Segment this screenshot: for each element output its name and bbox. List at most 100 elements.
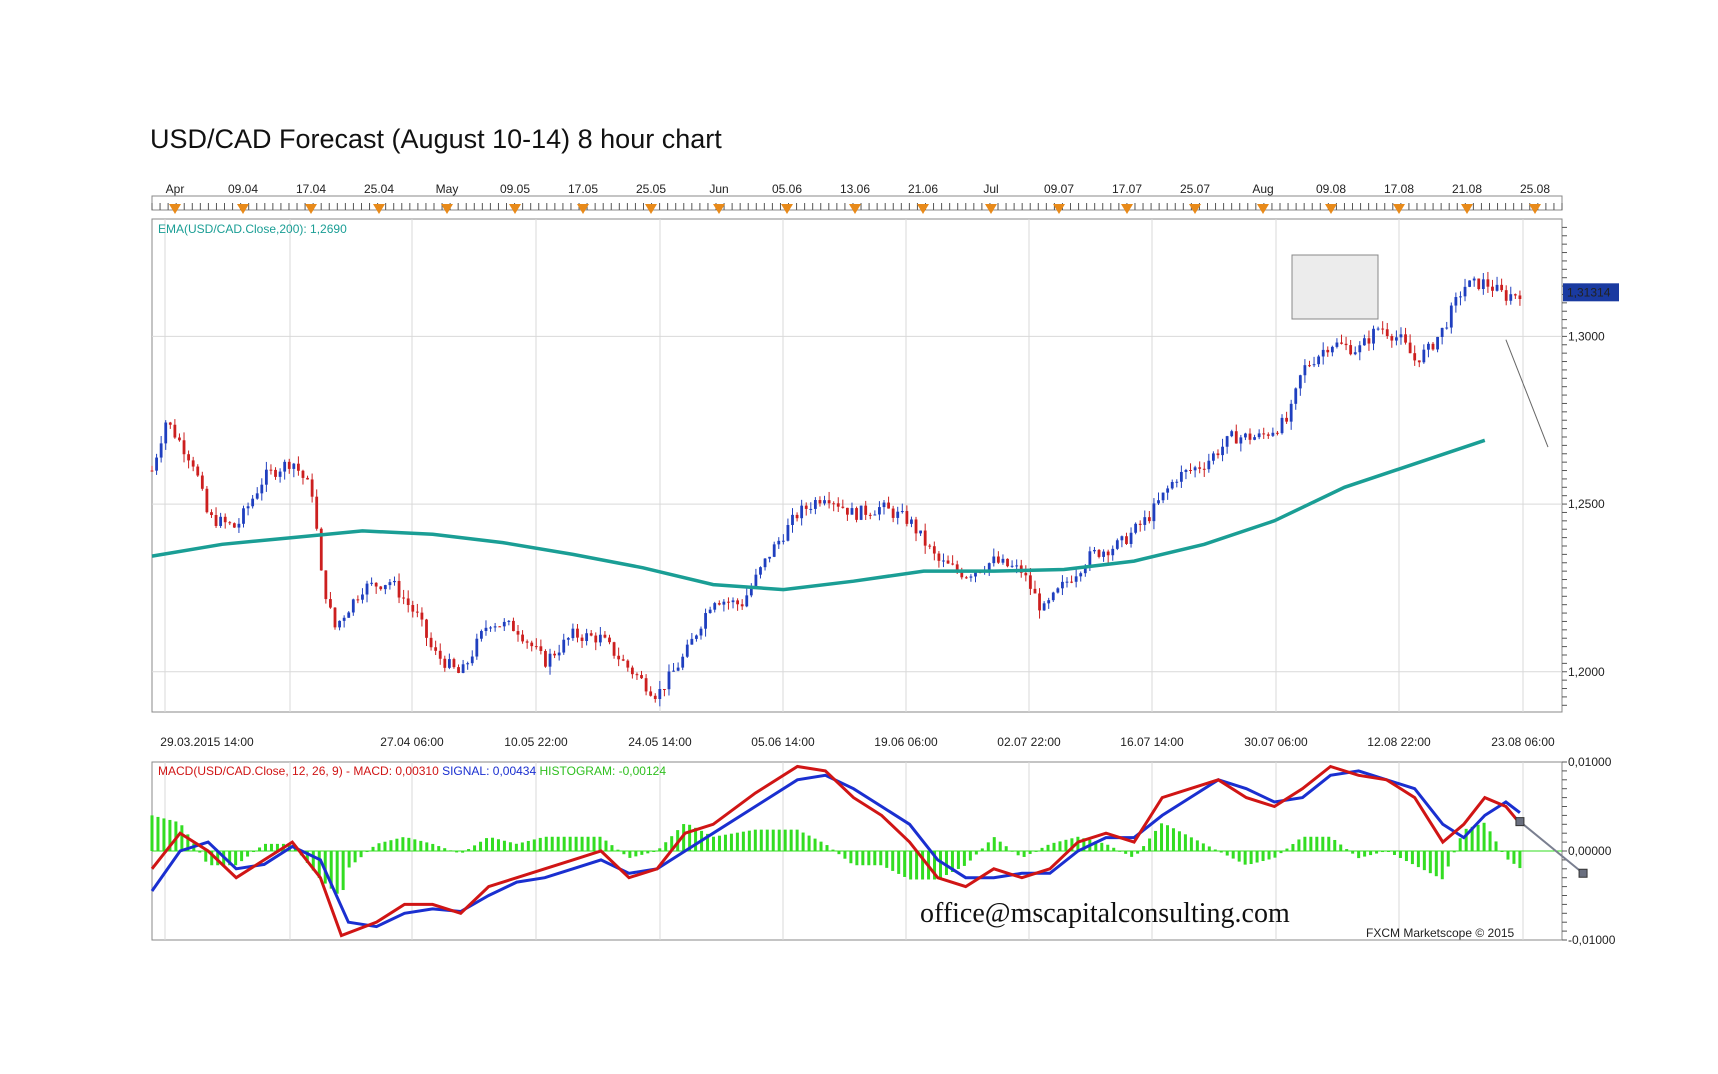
bottom-axis-label: 23.08 06:00 <box>1491 735 1555 749</box>
histogram-bar <box>1004 846 1008 851</box>
candle-body <box>1166 488 1170 493</box>
histogram-bar <box>1422 851 1426 871</box>
candle-body <box>786 524 790 541</box>
email-watermark: office@mscapitalconsulting.com <box>920 898 1290 929</box>
histogram-bar <box>795 829 799 851</box>
histogram-bar <box>395 838 399 851</box>
histogram-bar <box>455 851 459 853</box>
histogram-bar <box>1219 851 1223 853</box>
bottom-axis-label: 24.05 14:00 <box>628 735 692 749</box>
histogram-bar <box>759 829 763 851</box>
candle-body <box>484 627 488 632</box>
candle-body <box>681 656 685 668</box>
candle-body <box>1179 471 1183 482</box>
candle-body <box>850 508 854 515</box>
histogram-bar <box>1333 839 1337 851</box>
candle-body <box>232 523 236 528</box>
histogram-bar <box>1243 851 1247 865</box>
histogram-bar <box>496 839 500 851</box>
candle-body <box>342 617 346 621</box>
candle-body <box>649 691 653 696</box>
candle-body <box>1138 523 1142 525</box>
candle-body <box>1330 346 1334 353</box>
histogram-bar <box>658 848 662 851</box>
histogram-bar <box>538 837 542 851</box>
candle-body <box>878 507 881 515</box>
top-axis-label: Jun <box>709 182 728 196</box>
histogram-bar <box>861 851 865 866</box>
candle-body <box>1422 349 1426 363</box>
bottom-axis-label: 19.06 06:00 <box>874 735 938 749</box>
candle-body <box>1449 305 1453 328</box>
top-axis-label: 17.04 <box>296 182 326 196</box>
candle-body <box>1038 593 1041 611</box>
histogram-bar <box>670 836 674 851</box>
candle-body <box>489 627 492 629</box>
candle-body <box>836 503 840 507</box>
candle-body <box>420 612 424 620</box>
bottom-axis-label: 30.07 06:00 <box>1244 735 1308 749</box>
histogram-bar <box>252 851 256 853</box>
histogram-bar <box>1285 848 1289 851</box>
histogram-bar <box>305 851 309 863</box>
candle-body <box>1170 481 1174 489</box>
candle-body <box>512 620 515 632</box>
histogram-bar <box>1482 822 1486 851</box>
candle-body <box>287 461 291 469</box>
candle-body <box>1372 328 1375 344</box>
candle-body <box>155 457 158 471</box>
histogram-bar <box>1034 850 1038 852</box>
histogram-bar <box>789 829 793 851</box>
candle-body <box>1244 433 1247 438</box>
histogram-bar <box>897 851 901 874</box>
histogram-bar <box>1357 851 1361 859</box>
candle-body <box>1189 470 1192 472</box>
histogram-bar <box>407 837 411 851</box>
histogram-bar <box>204 851 208 862</box>
candle-body <box>1326 349 1330 353</box>
histogram-bar <box>825 845 829 851</box>
histogram-bar <box>891 851 895 871</box>
price-panel <box>151 218 1563 713</box>
histogram-bar <box>1297 839 1301 851</box>
candle-body <box>1248 433 1252 440</box>
candle-body <box>932 546 936 554</box>
candle-body <box>795 514 799 519</box>
candle-body <box>1298 375 1302 389</box>
candle-body <box>168 422 172 425</box>
histogram-bar <box>1512 851 1516 864</box>
macd-indicator-label: MACD(USD/CAD.Close, 12, 26, 9) - MACD: 0… <box>158 764 666 778</box>
candle-body <box>580 637 584 642</box>
top-axis-label: 21.08 <box>1452 182 1482 196</box>
candle-body <box>644 678 648 692</box>
bottom-date-axis: 29.03.2015 14:00 27.04 06:00 10.05 22:00 24… <box>160 735 1555 749</box>
candle-body <box>297 463 300 471</box>
candle-body <box>333 607 337 628</box>
candle-body <box>1042 603 1046 611</box>
candle-body <box>1312 364 1316 366</box>
histogram-bar <box>1130 851 1134 857</box>
candle-body <box>324 570 328 600</box>
candle-body <box>804 505 808 509</box>
candle-body <box>1404 334 1407 343</box>
candle-body <box>452 659 456 668</box>
candle-body <box>1088 551 1092 567</box>
candle-body <box>1175 481 1179 483</box>
last-price-label: 1,31314 <box>1567 285 1611 299</box>
candle-body <box>1221 446 1224 456</box>
candle-body <box>882 502 886 508</box>
candle-body <box>438 650 442 659</box>
histogram-bar <box>574 836 578 851</box>
candle-body <box>1317 356 1321 365</box>
candle-body <box>205 488 209 513</box>
candle-body <box>1518 295 1522 299</box>
signal-value-label: SIGNAL: 0,00434 <box>442 764 539 778</box>
candle-body <box>1513 294 1517 296</box>
histogram-bar <box>1488 831 1492 851</box>
candle-body <box>1509 294 1513 301</box>
histogram-bar <box>508 842 512 851</box>
candle-body <box>1468 280 1471 287</box>
histogram-bar <box>1363 851 1367 857</box>
top-axis-label: 09.04 <box>228 182 258 196</box>
histogram-bar <box>1381 851 1385 853</box>
